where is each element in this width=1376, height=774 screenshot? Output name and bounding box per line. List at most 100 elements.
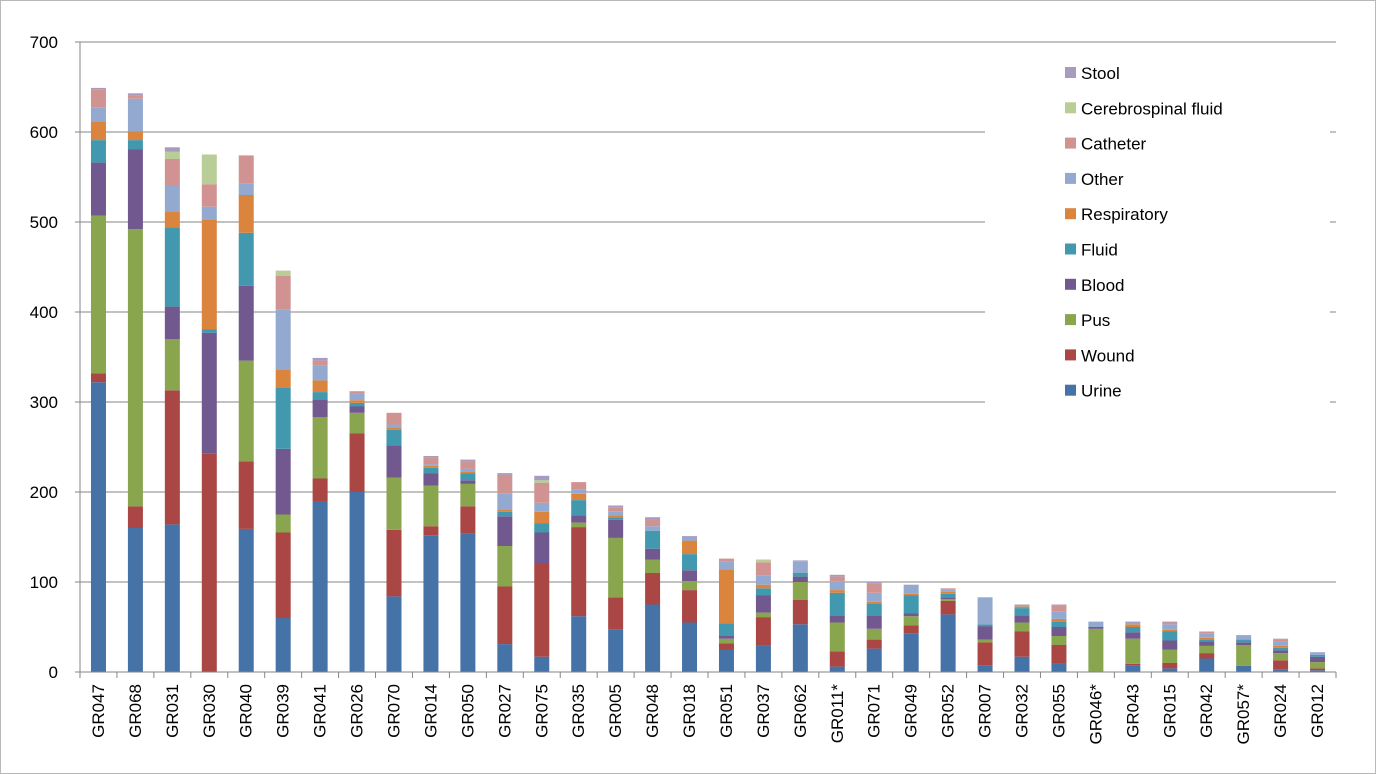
legend-swatch (1065, 314, 1076, 326)
bar-segment (90, 107, 106, 122)
bar-segment (645, 548, 661, 560)
bar-segment (1014, 622, 1030, 632)
bar-stack-GR015 (1162, 621, 1178, 672)
legend-label: Cerebrospinal fluid (1081, 99, 1223, 118)
bar-segment (608, 517, 624, 520)
bar-stack-GR052 (940, 588, 956, 672)
bar-stack-GR012 (1310, 652, 1326, 672)
bar-segment (1125, 638, 1141, 664)
bar-segment (571, 616, 587, 672)
y-tick-label: 200 (30, 483, 58, 502)
y-tick-label: 400 (30, 303, 58, 322)
legend-box (985, 56, 1330, 408)
bar-segment (1310, 654, 1326, 657)
bar-segment (866, 648, 882, 672)
bar-segment (534, 475, 550, 481)
bar-segment (1088, 628, 1104, 672)
bar-segment (940, 588, 956, 590)
bar-segment (127, 140, 143, 150)
legend-label: Pus (1081, 311, 1110, 330)
bar-segment (755, 575, 771, 585)
bar-segment (312, 399, 328, 418)
legend-item: Respiratory (1065, 205, 1168, 224)
bar-segment (645, 519, 661, 527)
bar-segment (386, 427, 402, 430)
bar-segment (1273, 660, 1289, 670)
bar-stack-GR035 (571, 482, 587, 672)
bar-segment (718, 558, 734, 562)
bar-segment (349, 402, 365, 407)
bar-segment (755, 562, 771, 576)
bar-segment (534, 483, 550, 503)
legend-label: Respiratory (1081, 205, 1168, 224)
bar-segment (571, 489, 587, 494)
bar-segment (127, 95, 143, 99)
y-tick-label: 300 (30, 393, 58, 412)
bar-segment (755, 559, 771, 563)
bar-segment (1051, 621, 1067, 627)
bar-segment (682, 581, 698, 591)
bar-segment (1125, 665, 1141, 672)
bar-segment (608, 515, 624, 518)
bar-segment (866, 639, 882, 649)
bar-segment (386, 477, 402, 530)
bar-segment (571, 482, 587, 490)
bar-segment (903, 616, 919, 626)
bar-segment (1051, 618, 1067, 622)
bar-segment (1236, 665, 1252, 672)
bar-segment (312, 360, 328, 366)
bar-segment (1014, 656, 1030, 672)
bar-segment (460, 468, 476, 472)
bar-segment (423, 456, 439, 458)
legend-label: Wound (1081, 346, 1135, 365)
bar-segment (1236, 639, 1252, 643)
bar-segment (940, 600, 956, 615)
bar-segment (275, 387, 291, 449)
bar-segment (201, 453, 217, 672)
bar-segment (1051, 605, 1067, 612)
bar-segment (645, 526, 661, 531)
bar-segment (238, 528, 254, 672)
bar-segment (238, 360, 254, 462)
bar-segment (1088, 621, 1104, 627)
bar-segment (682, 537, 698, 541)
bar-segment (792, 576, 808, 582)
bar-segment (1310, 656, 1326, 663)
bar-segment (164, 227, 180, 307)
bar-segment (423, 465, 439, 468)
legend-label: Stool (1081, 64, 1120, 83)
bar-segment (312, 365, 328, 381)
bar-segment (460, 461, 476, 469)
bar-segment (1199, 658, 1215, 672)
bar-segment (497, 516, 513, 546)
bar-stack-GR026 (349, 391, 365, 672)
x-tick-label: GR032 (1013, 684, 1032, 738)
bar-segment (940, 614, 956, 672)
bar-segment (940, 593, 956, 598)
x-tick-label: GR035 (569, 684, 588, 738)
bar-segment (682, 570, 698, 582)
bar-segment (608, 537, 624, 598)
x-tick-label: GR043 (1123, 684, 1142, 738)
bar-stack-GR024 (1273, 638, 1289, 672)
bar-segment (1236, 642, 1252, 645)
bar-segment (1199, 633, 1215, 638)
bar-segment (1125, 663, 1141, 666)
bar-stack-GR005 (608, 505, 624, 672)
bar-segment (275, 369, 291, 388)
x-tick-label: GR014 (421, 684, 440, 738)
bar-segment (497, 644, 513, 672)
bar-segment (571, 522, 587, 528)
bar-segment (1162, 631, 1178, 641)
bar-segment (349, 492, 365, 672)
bar-segment (275, 514, 291, 533)
bar-stack-GR042 (1199, 631, 1215, 672)
bar-segment (940, 599, 956, 601)
bar-segment (386, 445, 402, 478)
bar-segment (1162, 663, 1178, 669)
bar-segment (90, 140, 106, 163)
bar-segment (90, 373, 106, 383)
bar-segment (718, 649, 734, 672)
x-tick-label: GR039 (274, 684, 293, 738)
bar-segment (127, 93, 143, 96)
